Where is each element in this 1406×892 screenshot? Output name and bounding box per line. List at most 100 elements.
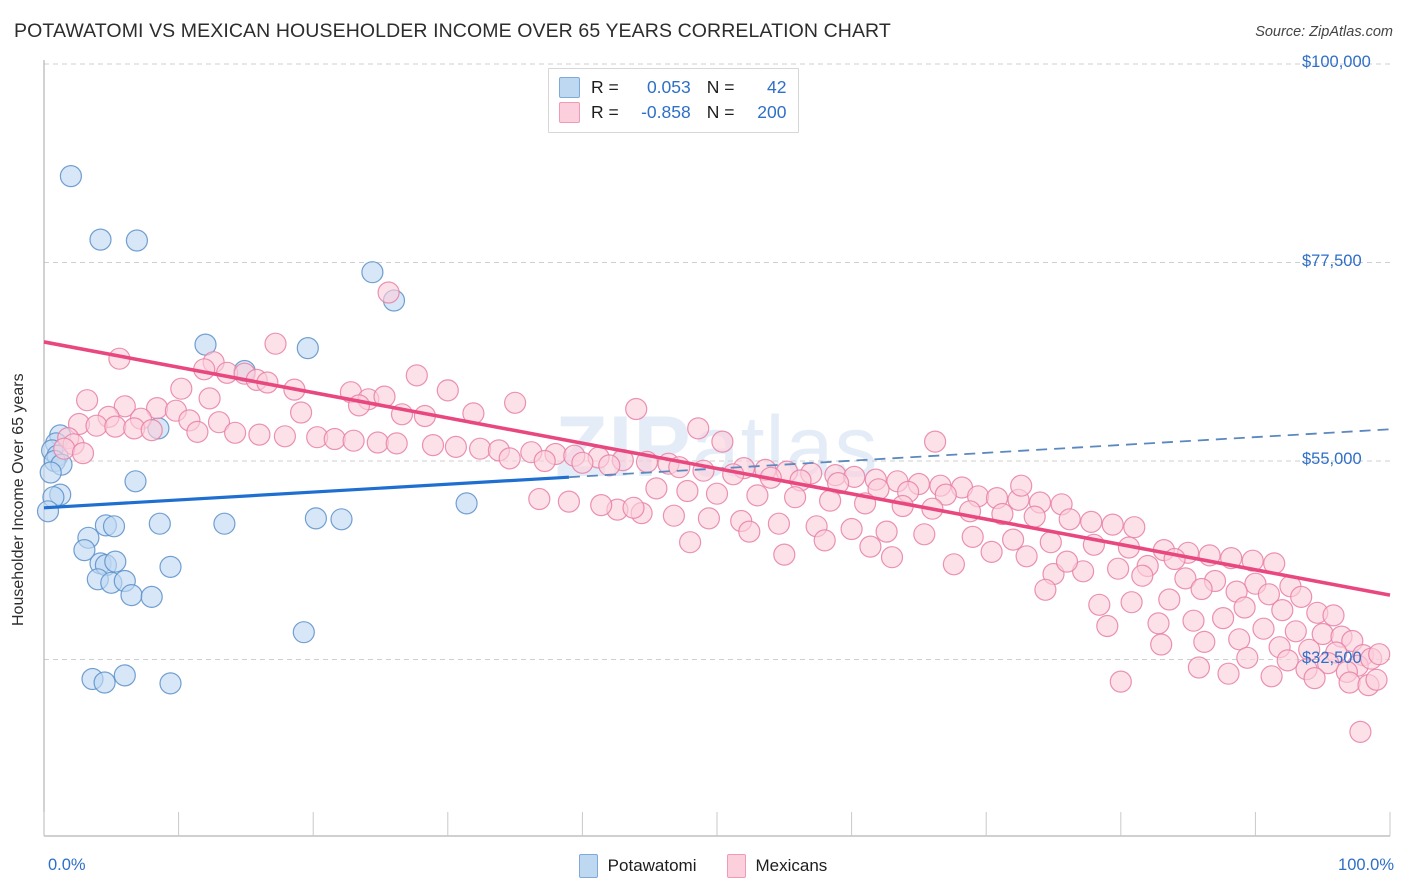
data-point xyxy=(557,490,581,513)
source-attribution: Source: ZipAtlas.com xyxy=(1255,24,1393,40)
data-point xyxy=(39,461,62,484)
data-point xyxy=(1241,549,1264,572)
data-point xyxy=(1147,612,1170,635)
data-point xyxy=(1109,670,1132,693)
legend-item-mexicans[interactable]: Mexicans xyxy=(726,854,827,878)
data-point xyxy=(1193,630,1216,654)
page-title: POTAWATOMI VS MEXICAN HOUSEHOLDER INCOME… xyxy=(14,20,891,42)
data-point xyxy=(662,504,686,527)
data-point xyxy=(1349,720,1372,744)
data-point xyxy=(991,502,1014,526)
data-point xyxy=(533,449,556,473)
data-point xyxy=(1271,598,1294,622)
data-point xyxy=(598,454,621,477)
data-point xyxy=(676,479,699,503)
data-point xyxy=(711,430,734,453)
data-point xyxy=(571,451,594,474)
data-point xyxy=(73,538,96,562)
data-point xyxy=(1233,596,1256,619)
data-point xyxy=(113,664,136,687)
data-point xyxy=(1080,510,1103,534)
data-point xyxy=(783,486,807,509)
data-point xyxy=(170,377,193,400)
r-label-mexicans: R = xyxy=(591,102,619,122)
data-point xyxy=(1058,508,1081,531)
data-point xyxy=(1276,649,1299,672)
data-point xyxy=(1123,516,1146,539)
data-point xyxy=(377,281,400,304)
data-point xyxy=(198,387,221,410)
data-point xyxy=(124,470,147,493)
data-point xyxy=(102,515,126,538)
data-point xyxy=(361,261,384,284)
data-point xyxy=(264,332,287,355)
data-point xyxy=(1290,585,1313,609)
data-point xyxy=(1034,578,1057,601)
data-point xyxy=(687,417,710,440)
y-tick-label-55000: $55,000 xyxy=(1302,450,1362,469)
data-point xyxy=(1001,528,1025,551)
data-point xyxy=(1365,668,1388,691)
x-tick-label-max: 100.0% xyxy=(1338,856,1394,874)
data-point xyxy=(323,427,346,451)
data-point xyxy=(773,543,796,566)
data-point xyxy=(1236,646,1259,669)
data-point xyxy=(625,397,648,421)
legend-label-potawatomi: Potawatomi xyxy=(607,856,697,875)
data-point xyxy=(875,520,898,543)
stats-legend-row-mexicans: R = -0.858 N = 200 xyxy=(559,100,786,125)
legend-item-potawatomi[interactable]: Potawatomi xyxy=(578,854,697,878)
data-point xyxy=(140,419,163,442)
n-value-potawatomi: 42 xyxy=(767,77,787,97)
data-point xyxy=(1071,560,1095,583)
y-tick-label-32500: $32,500 xyxy=(1302,648,1362,667)
data-point xyxy=(159,555,182,579)
data-point xyxy=(840,517,863,541)
n-label-mexicans: N = xyxy=(706,102,735,122)
data-point xyxy=(455,492,478,515)
data-point xyxy=(980,540,1003,564)
data-point xyxy=(273,425,296,448)
stats-legend-row-potawatomi: R = 0.053 N = 42 xyxy=(559,75,786,100)
data-point xyxy=(678,531,702,554)
series-points-mexicans xyxy=(53,281,1391,744)
data-point xyxy=(622,496,645,519)
data-point xyxy=(330,508,353,531)
data-point xyxy=(1322,604,1345,627)
data-point xyxy=(1190,577,1213,601)
series-legend: Potawatomi Mexicans xyxy=(0,854,1406,878)
data-point xyxy=(1217,662,1240,685)
data-point xyxy=(148,512,171,535)
data-point xyxy=(89,228,112,251)
data-point xyxy=(53,437,76,460)
data-point xyxy=(1338,671,1361,694)
stats-legend: R = 0.053 N = 42 R = -0.858 N = 200 xyxy=(548,68,800,133)
data-point xyxy=(1120,591,1143,614)
data-point xyxy=(880,546,904,569)
data-point xyxy=(697,507,721,530)
data-point xyxy=(71,442,95,465)
series-points-potawatomi xyxy=(36,165,478,695)
data-point xyxy=(1260,665,1283,688)
data-point xyxy=(961,525,984,549)
data-point xyxy=(498,447,521,470)
data-point xyxy=(923,430,947,453)
data-point xyxy=(104,415,127,438)
data-point xyxy=(1211,606,1235,630)
data-point xyxy=(342,429,365,452)
data-point xyxy=(444,435,467,458)
data-point xyxy=(385,432,408,455)
data-point xyxy=(186,420,209,443)
data-point xyxy=(1303,666,1326,690)
data-point xyxy=(113,395,136,418)
data-point xyxy=(296,337,319,360)
n-value-mexicans: 200 xyxy=(757,102,787,122)
data-point xyxy=(93,671,116,694)
data-point xyxy=(767,512,791,535)
trendline-mexicans xyxy=(43,340,1391,597)
r-value-potawatomi: 0.053 xyxy=(646,77,691,97)
data-point xyxy=(436,379,459,402)
data-point xyxy=(207,411,231,434)
